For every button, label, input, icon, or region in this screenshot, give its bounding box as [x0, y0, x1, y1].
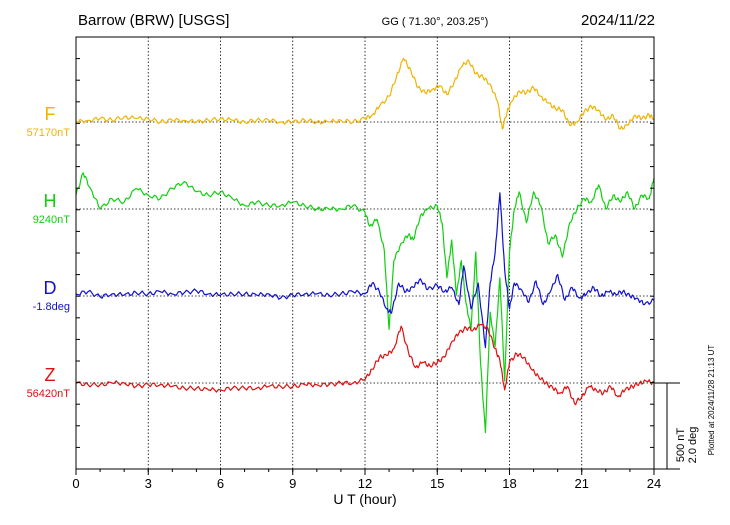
- x-tick-label-6: 6: [217, 476, 224, 491]
- series-line-F: [75, 57, 655, 130]
- x-tick-label-3: 3: [145, 476, 152, 491]
- station-title: Barrow (BRW) [USGS]: [78, 12, 229, 29]
- x-axis-label: U T (hour): [333, 491, 396, 507]
- baseline-value-H: 9240nT: [33, 214, 71, 226]
- plot-frame: [75, 36, 655, 470]
- scale-deg-label: 2.0 deg: [687, 427, 699, 464]
- coordinates-label: GG ( 71.30°, 203.25°): [382, 16, 489, 28]
- baseline-value-Z: 56420nT: [27, 388, 71, 400]
- component-label-D: D: [44, 278, 57, 298]
- x-tick-label-15: 15: [430, 476, 444, 491]
- baseline-value-F: 57170nT: [27, 127, 71, 139]
- x-ticks-layer: 0 3 6 9 12 15 18 21 24: [72, 36, 661, 491]
- x-tick-label-24: 24: [647, 476, 661, 491]
- x-tick-label-0: 0: [72, 476, 79, 491]
- series-line-Z: [75, 323, 655, 406]
- scale-bar: 500 nT 2.0 deg: [654, 382, 699, 470]
- component-label-F: F: [45, 104, 56, 124]
- baseline-value-D: -1.8deg: [33, 301, 70, 313]
- x-tick-label-12: 12: [358, 476, 372, 491]
- grid-layer: [147, 37, 583, 469]
- component-label-Z: Z: [45, 365, 56, 385]
- x-tick-label-18: 18: [502, 476, 516, 491]
- x-tick-label-21: 21: [575, 476, 589, 491]
- series-layer: [75, 57, 655, 434]
- series-labels-layer: F 57170nT H 9240nT D -1.8deg Z 56420nT: [27, 104, 71, 400]
- baseline-layer: [76, 121, 654, 384]
- series-line-H: [75, 172, 655, 434]
- x-tick-label-9: 9: [289, 476, 296, 491]
- series-line-D: [75, 192, 655, 349]
- date-label: 2024/11/22: [581, 12, 655, 29]
- component-label-H: H: [44, 191, 57, 211]
- scale-nt-label: 500 nT: [675, 428, 687, 463]
- plotted-at-label: Plotted at 2024/11/28 21:13 UT: [707, 345, 716, 456]
